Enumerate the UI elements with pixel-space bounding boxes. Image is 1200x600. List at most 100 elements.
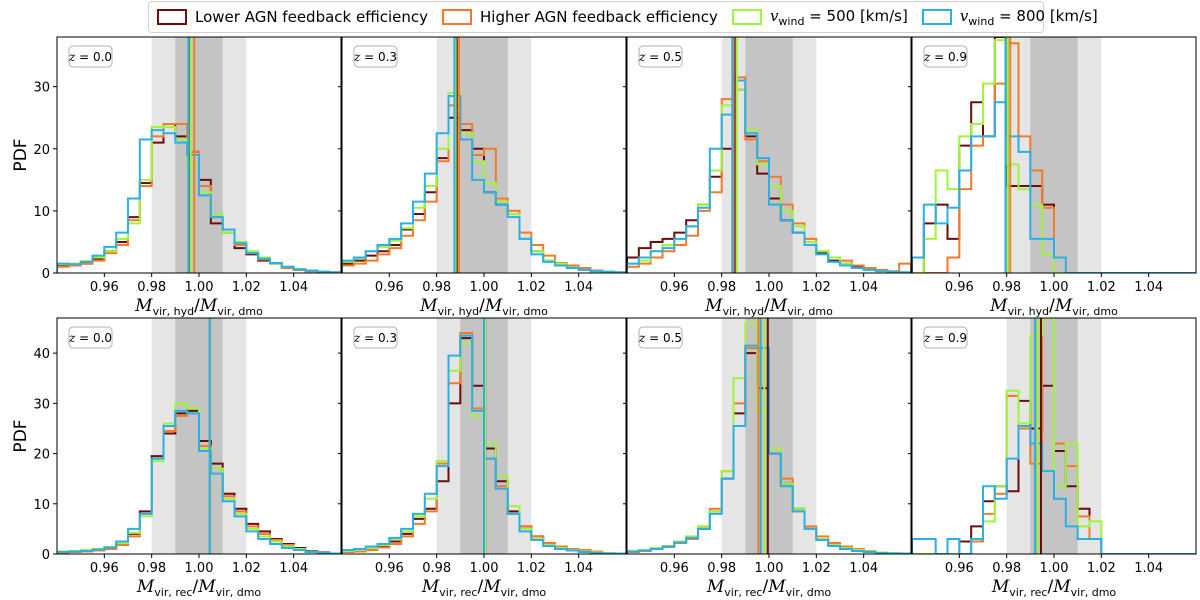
y-tick-label: 40 [33,347,50,362]
x-tick-label: 0.98 [137,280,166,295]
panel-plot-area [57,37,341,273]
x-tick-label: 0.98 [707,561,736,576]
panel-plot-area [342,318,626,554]
y-tick-label: 10 [33,498,50,513]
x-tick-label: 0.96 [375,280,404,295]
x-tick-label: 0.96 [660,280,689,295]
histogram-v800 [57,409,341,554]
x-tick-label: 1.04 [1134,280,1163,295]
svg-text:z = 0.3: z = 0.3 [353,331,397,345]
x-tick-label: 0.98 [992,561,1021,576]
panel-r0-c0: 0.96 0.98 1.00 1.02 1.04 0 10 20 30 z = 0.0 Mvir, … [33,36,342,318]
x-axis-label: Mvir, rec/Mvir, dmo [991,577,1117,599]
svg-text:z = 0.3: z = 0.3 [353,50,397,64]
x-tick-label: 0.98 [992,280,1021,295]
legend-swatch-lower-agn [157,9,187,25]
panel-r1-c1: 0.96 0.98 1.00 1.02 1.04 z = 0.3 Mvir, rec/Mvi… [338,317,627,599]
x-tick-label: 0.96 [90,280,119,295]
x-tick-label: 0.98 [422,280,451,295]
svg-text:z = 0.9: z = 0.9 [923,331,967,345]
x-tick-label: 1.02 [517,561,546,576]
x-axis-label: Mvir, hyd/Mvir, dmo [419,296,548,318]
x-tick-label: 0.98 [707,280,736,295]
y-axis-label: PDF [11,138,31,171]
histogram-higher [912,42,1196,273]
x-tick-label: 1.04 [849,280,878,295]
redshift-label: z = 0.0 [68,326,113,349]
panel-plot-area [912,37,1196,273]
y-tick-label: 0 [42,267,50,282]
y-tick-label: 20 [33,448,50,463]
svg-text:z = 0.9: z = 0.9 [923,50,967,64]
y-tick-label: 20 [33,143,50,158]
histogram-v800 [627,344,911,554]
histogram-v800 [627,79,911,273]
legend-swatch-vwind-800 [921,9,952,25]
panel-r0-c2: 0.96 0.98 1.00 1.02 1.04 z = 0.5 Mvir, hyd/Mvi… [623,36,912,318]
redshift-label: z = 0.5 [638,326,683,349]
x-tick-label: 1.00 [755,561,784,576]
x-axis-label: Mvir, rec/Mvir, dmo [421,577,547,599]
legend-label-vwind-500: vwind = 500 [km/s] [769,6,908,28]
panel-r0-c1: 0.96 0.98 1.00 1.02 1.04 z = 0.3 Mvir, hyd/Mvi… [338,36,627,318]
svg-text:z = 0.0: z = 0.0 [68,331,112,345]
x-tick-label: 1.02 [232,561,261,576]
legend-item-higher-agn: Higher AGN feedback efficiency [442,8,718,26]
legend-label-higher-agn: Higher AGN feedback efficiency [480,8,718,26]
x-axis-label: Mvir, rec/Mvir, dmo [706,577,832,599]
panel-r0-c3: 0.96 0.98 1.00 1.02 1.04 z = 0.9 Mvir, hyd/Mvi… [908,36,1197,318]
x-tick-label: 1.00 [1040,561,1069,576]
redshift-label: z = 0.9 [923,45,968,68]
x-tick-label: 1.02 [517,280,546,295]
x-tick-label: 1.04 [564,280,593,295]
x-tick-label: 0.96 [660,561,689,576]
x-tick-label: 1.04 [1134,561,1163,576]
histogram-v500 [912,39,1196,273]
svg-text:z = 0.0: z = 0.0 [68,50,112,64]
legend-item-lower-agn: Lower AGN feedback efficiency [157,8,428,26]
y-tick-label: 10 [33,205,50,220]
shade-band-inner [745,37,793,273]
x-tick-label: 1.00 [755,280,784,295]
x-tick-label: 1.00 [470,280,499,295]
histogram-v800 [57,129,341,273]
legend-swatch-vwind-500 [731,9,762,25]
panel-plot-area [57,318,341,554]
x-tick-label: 1.04 [279,280,308,295]
x-tick-label: 1.04 [564,561,593,576]
x-tick-label: 1.02 [802,280,831,295]
svg-text:z = 0.5: z = 0.5 [638,50,682,64]
histogram-v800 [912,101,1196,273]
y-tick-label: 0 [42,548,50,563]
panel-plot-area [627,318,911,554]
x-tick-label: 1.02 [1087,561,1116,576]
x-tick-label: 1.02 [1087,280,1116,295]
svg-text:z = 0.5: z = 0.5 [638,331,682,345]
redshift-label: z = 0.3 [353,45,398,68]
panel-plot-area [912,318,1196,554]
x-tick-label: 0.96 [945,561,974,576]
y-tick-label: 30 [33,397,50,412]
x-axis-label: Mvir, hyd/Mvir, dmo [989,296,1118,318]
legend: Lower AGN feedback efficiency Higher AGN… [148,1,1098,33]
x-tick-label: 0.96 [945,280,974,295]
histogram-v800 [342,95,626,273]
redshift-label: z = 0.3 [353,326,398,349]
x-tick-label: 1.04 [849,561,878,576]
x-tick-label: 0.96 [90,561,119,576]
legend-item-vwind-800: vwind = 800 [km/s] [921,6,1098,28]
legend-label-vwind-800: vwind = 800 [km/s] [959,6,1098,28]
x-tick-label: 1.00 [470,561,499,576]
panel-plot-area [342,37,626,273]
panel-plot-area [627,37,911,273]
x-tick-label: 1.00 [185,561,214,576]
x-axis-label: Mvir, rec/Mvir, dmo [136,577,262,599]
x-axis-label: Mvir, hyd/Mvir, dmo [704,296,833,318]
redshift-label: z = 0.5 [638,45,683,68]
panel-r1-c2: 0.96 0.98 1.00 1.02 1.04 z = 0.5 Mvir, rec/Mvi… [623,317,912,599]
legend-item-vwind-500: vwind = 500 [km/s] [731,6,908,28]
y-tick-label: 30 [33,81,50,96]
x-tick-label: 0.98 [137,561,166,576]
x-tick-label: 1.00 [185,280,214,295]
